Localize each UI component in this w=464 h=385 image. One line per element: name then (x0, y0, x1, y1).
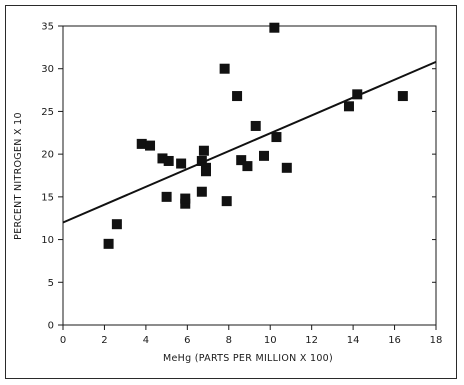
y-axis-title: PERCENT NITROGEN X 10 (13, 112, 24, 240)
data-point-marker (180, 198, 191, 209)
x-tick-label: 8 (226, 335, 232, 346)
data-point-marker (145, 140, 156, 151)
x-tick-label: 2 (101, 335, 107, 346)
x-tick-label: 10 (264, 335, 277, 346)
data-point-marker (352, 89, 363, 100)
data-point-marker (163, 155, 174, 166)
data-point-marker (281, 162, 292, 173)
data-point-marker (397, 91, 408, 102)
y-tick-label: 30 (41, 64, 54, 75)
data-point-marker (198, 145, 209, 156)
y-tick-label: 10 (41, 235, 54, 246)
y-tick-label: 15 (41, 192, 54, 203)
data-point-marker (176, 158, 187, 169)
data-point-marker (111, 219, 122, 230)
data-point-marker (269, 22, 280, 33)
data-point-marker (343, 101, 354, 112)
y-axis-ticks: 0 5 10 15 20 25 30 35 (41, 22, 436, 332)
data-point-marker (221, 196, 232, 207)
data-point-marker (180, 193, 191, 204)
data-point-marker (236, 155, 247, 166)
data-point-marker (242, 161, 253, 172)
x-tick-label: 14 (347, 335, 360, 346)
data-point-marker (136, 138, 147, 149)
x-tick-label: 18 (430, 335, 443, 346)
y-tick-label: 5 (48, 278, 54, 289)
y-tick-label: 20 (41, 150, 54, 161)
data-point-marker (250, 120, 261, 131)
x-tick-label: 0 (60, 335, 66, 346)
data-point-marker (196, 155, 207, 166)
y-tick-label: 35 (41, 22, 54, 33)
data-point-marker (196, 186, 207, 197)
x-axis-ticks: 0 2 4 6 8 10 12 14 16 18 (60, 325, 443, 346)
x-tick-label: 6 (184, 335, 190, 346)
x-axis-title: MeHg (PARTS PER MILLION X 100) (163, 353, 333, 364)
y-tick-label: 0 (48, 321, 54, 332)
regression-line (62, 60, 437, 224)
data-point-marker (103, 238, 114, 249)
data-point-marker (161, 191, 172, 202)
plot-area (62, 25, 437, 326)
x-tick-label: 4 (143, 335, 149, 346)
data-point-marker (157, 153, 168, 164)
data-point-marker (259, 150, 270, 161)
y-tick-label: 25 (41, 107, 54, 118)
data-point-marker (219, 63, 230, 74)
figure-frame (5, 5, 457, 379)
data-point-marker (232, 91, 243, 102)
x-tick-label: 12 (305, 335, 318, 346)
data-point-marker (200, 166, 211, 177)
data-points (103, 22, 408, 249)
data-point-marker (271, 132, 282, 143)
x-tick-label: 16 (388, 335, 401, 346)
